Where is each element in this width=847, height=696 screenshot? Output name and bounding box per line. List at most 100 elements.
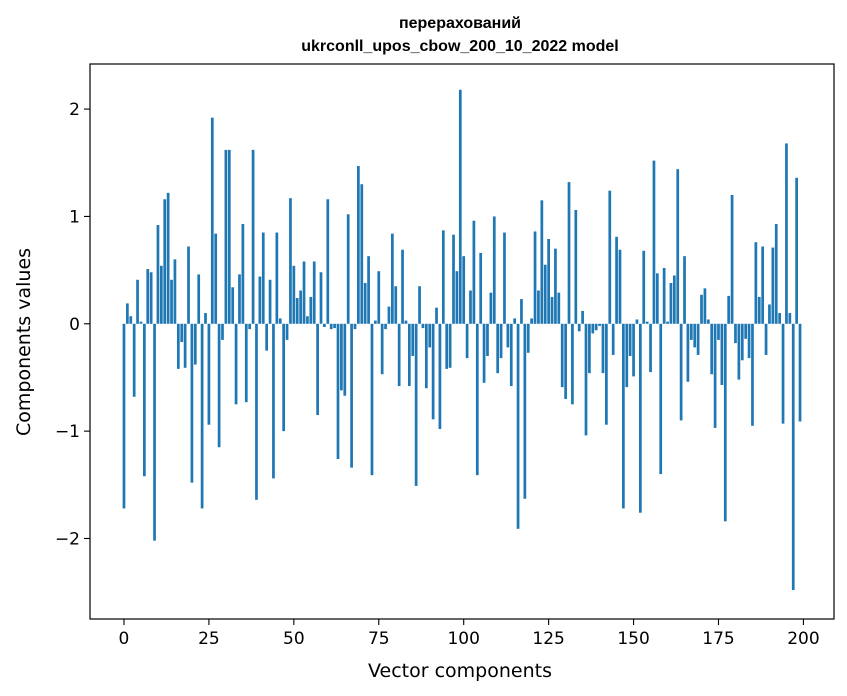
bar-112 — [503, 232, 506, 324]
bar-28 — [217, 323, 221, 448]
bar-31 — [227, 149, 231, 324]
bar-120 — [530, 318, 533, 324]
bar-130 — [564, 323, 567, 399]
bar-29 — [221, 323, 224, 340]
bar-89 — [424, 323, 428, 389]
bar-145 — [615, 236, 618, 324]
bar-176 — [720, 323, 724, 385]
bar-26 — [210, 117, 214, 324]
bar-90 — [428, 323, 432, 348]
bar-180 — [734, 323, 737, 344]
bar-51 — [295, 298, 299, 324]
x-tick-label: 150 — [617, 629, 649, 649]
bar-53 — [302, 261, 306, 324]
bar-134 — [577, 323, 581, 332]
bar-151 — [635, 319, 639, 324]
bar-101 — [465, 323, 469, 359]
bar-72 — [367, 256, 370, 324]
bar-194 — [781, 323, 785, 424]
bar-177 — [723, 323, 727, 522]
bar-133 — [574, 210, 578, 324]
bar-100 — [462, 256, 466, 324]
bar-157 — [655, 273, 659, 324]
bar-30 — [224, 149, 228, 324]
bar-38 — [251, 149, 255, 324]
bar-144 — [611, 323, 615, 355]
bar-150 — [632, 323, 635, 377]
bar-49 — [289, 198, 292, 324]
bar-188 — [761, 246, 765, 324]
bar-146 — [618, 249, 622, 324]
bar-141 — [601, 323, 605, 374]
bar-50 — [292, 265, 296, 324]
bar-98 — [455, 271, 459, 324]
bar-166 — [686, 323, 690, 382]
chart-title-line-1: перерахований — [399, 15, 521, 32]
bar-153 — [642, 250, 646, 324]
bar-94 — [441, 230, 445, 324]
bar-54 — [306, 316, 309, 324]
bar-27 — [214, 233, 218, 324]
bar-62 — [333, 323, 336, 329]
bar-39 — [255, 323, 258, 500]
bar-66 — [346, 214, 350, 324]
bar-19 — [187, 246, 190, 324]
bar-190 — [768, 304, 771, 324]
bar-42 — [265, 323, 269, 351]
bar-158 — [659, 323, 663, 475]
bar-45 — [275, 232, 279, 324]
bar-192 — [774, 223, 778, 324]
bar-11 — [159, 265, 163, 324]
bar-84 — [407, 323, 411, 387]
bar-92 — [435, 307, 438, 324]
bar-126 — [550, 296, 554, 324]
bar-46 — [278, 318, 282, 324]
bar-52 — [299, 290, 302, 324]
bar-75 — [377, 271, 381, 324]
bar-156 — [652, 160, 656, 324]
bar-0 — [122, 323, 126, 509]
bar-155 — [649, 323, 652, 373]
bar-131 — [567, 182, 571, 324]
bar-74 — [374, 320, 377, 324]
bar-116 — [516, 323, 520, 529]
x-tick-label: 175 — [702, 629, 734, 649]
bar-132 — [571, 323, 574, 405]
bar-121 — [533, 231, 537, 324]
bar-93 — [438, 323, 442, 429]
bar-184 — [747, 323, 751, 359]
bar-83 — [404, 320, 408, 324]
x-axis-label: Vector components — [368, 660, 552, 682]
bar-91 — [431, 323, 435, 420]
bar-142 — [605, 323, 608, 425]
bar-173 — [710, 323, 714, 375]
bar-60 — [326, 199, 330, 324]
bar-160 — [666, 321, 669, 324]
bar-185 — [751, 323, 754, 426]
bar-187 — [757, 296, 761, 324]
x-tick-label: 100 — [447, 629, 479, 649]
bar-1 — [126, 303, 129, 324]
bar-17 — [180, 323, 184, 343]
bar-171 — [703, 288, 707, 324]
bar-79 — [391, 233, 394, 324]
bar-20 — [190, 323, 194, 483]
bar-35 — [241, 223, 245, 324]
bar-136 — [584, 323, 588, 436]
bar-124 — [543, 264, 547, 324]
bar-110 — [496, 323, 500, 374]
bar-78 — [387, 306, 391, 324]
x-tick-label: 75 — [368, 629, 390, 649]
bar-105 — [479, 252, 483, 324]
bar-178 — [727, 295, 731, 324]
y-tick-label: 1 — [69, 207, 80, 227]
bar-117 — [520, 299, 523, 324]
bar-183 — [744, 323, 748, 339]
bar-169 — [696, 323, 700, 355]
bar-118 — [523, 323, 527, 499]
bar-10 — [156, 225, 160, 324]
bar-32 — [231, 287, 235, 324]
bar-86 — [414, 323, 418, 486]
bar-159 — [662, 267, 666, 324]
bar-76 — [380, 323, 384, 375]
